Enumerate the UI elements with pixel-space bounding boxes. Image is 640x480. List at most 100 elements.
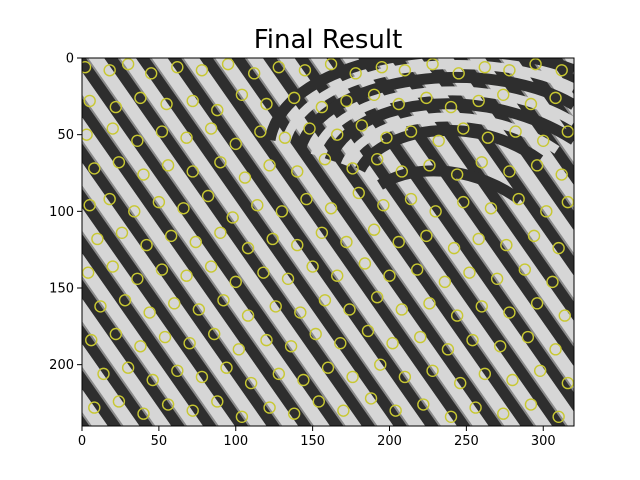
minutia-marker bbox=[346, 162, 359, 175]
minutia-marker bbox=[472, 232, 485, 246]
minutia-marker bbox=[241, 241, 255, 255]
minutia-marker bbox=[88, 401, 101, 414]
minutia-marker bbox=[352, 186, 365, 200]
minutia-marker bbox=[533, 364, 547, 377]
minutia-marker bbox=[306, 260, 319, 273]
minutia-marker bbox=[137, 168, 150, 181]
minutia-marker bbox=[158, 330, 172, 344]
minutia-marker bbox=[134, 91, 147, 105]
minutia-marker bbox=[478, 367, 492, 381]
minutia-marker bbox=[204, 122, 218, 135]
minutia-marker bbox=[284, 340, 298, 353]
minutia-marker bbox=[527, 229, 541, 243]
minutia-marker bbox=[128, 205, 141, 218]
plot-frame bbox=[81, 57, 575, 427]
y-tick-label: 50 bbox=[57, 128, 74, 143]
minutia-marker bbox=[512, 192, 525, 206]
minutia-marker bbox=[82, 61, 92, 74]
minutia-marker bbox=[472, 94, 485, 108]
minutia-marker bbox=[367, 88, 381, 102]
minutia-marker bbox=[229, 275, 242, 289]
minutia-marker bbox=[263, 401, 276, 414]
minutia-marker bbox=[291, 165, 304, 178]
minutia-marker bbox=[88, 162, 101, 175]
y-axis: 0 50 100 150 200 bbox=[49, 52, 82, 373]
minutia-marker bbox=[275, 205, 289, 218]
minutia-marker bbox=[131, 272, 144, 285]
x-tick-label: 250 bbox=[454, 434, 479, 449]
minutia-marker bbox=[183, 337, 196, 350]
minutia-marker bbox=[371, 291, 384, 304]
minutia-marker bbox=[312, 395, 325, 408]
minutia-marker bbox=[364, 392, 378, 405]
minutia-marker bbox=[494, 340, 507, 353]
minutia-marker bbox=[331, 128, 344, 141]
minutia-marker bbox=[497, 88, 510, 102]
minutia-marker bbox=[375, 60, 389, 74]
minutia-marker bbox=[131, 134, 144, 148]
minutia-marker bbox=[537, 134, 550, 148]
x-tick-label: 200 bbox=[377, 434, 402, 449]
minutia-marker bbox=[115, 226, 129, 240]
minutia-marker bbox=[109, 327, 123, 341]
minutia-marker bbox=[171, 60, 184, 74]
minutia-marker bbox=[300, 192, 313, 206]
minutia-marker bbox=[137, 407, 150, 420]
minutia-marker bbox=[106, 122, 119, 135]
minutia-marker bbox=[134, 340, 147, 353]
minutia-marker bbox=[380, 131, 393, 144]
minutia-marker bbox=[530, 159, 544, 172]
minutia-marker bbox=[447, 241, 461, 255]
minutia-marker bbox=[85, 333, 98, 347]
minutia-marker bbox=[549, 343, 562, 356]
minutia-marker bbox=[457, 195, 470, 209]
minutia-marker bbox=[429, 205, 442, 218]
minutia-marker bbox=[552, 410, 565, 423]
minutia-marker bbox=[466, 333, 479, 347]
minutia-marker bbox=[160, 97, 173, 111]
minutia-marker bbox=[469, 401, 482, 414]
minutia-marker bbox=[334, 337, 347, 350]
fingerprint-image bbox=[82, 58, 574, 426]
minutia-marker bbox=[540, 205, 553, 218]
minutia-marker bbox=[269, 300, 282, 313]
minutia-marker bbox=[247, 67, 261, 80]
minutia-marker bbox=[211, 103, 224, 117]
minutia-marker bbox=[358, 257, 372, 270]
minutia-marker bbox=[303, 122, 316, 135]
minutia-marker bbox=[398, 370, 412, 384]
minutia-marker bbox=[103, 64, 116, 77]
minutia-marker bbox=[214, 226, 227, 240]
minutia-marker bbox=[82, 128, 93, 141]
minutia-marker bbox=[221, 58, 235, 71]
minutia-marker bbox=[161, 398, 175, 411]
minutia-marker bbox=[503, 64, 516, 77]
minutia-marker bbox=[392, 97, 405, 111]
y-tick-label: 150 bbox=[49, 282, 74, 297]
y-tick-label: 100 bbox=[49, 205, 74, 220]
minutia-marker bbox=[426, 58, 439, 71]
minutia-marker bbox=[478, 60, 492, 74]
minutia-marker bbox=[561, 376, 574, 390]
minutia-marker bbox=[454, 376, 467, 390]
minutia-marker bbox=[220, 361, 233, 374]
minutia-marker bbox=[426, 364, 439, 377]
minutia-marker bbox=[506, 373, 519, 387]
minutia-marker bbox=[97, 367, 110, 381]
minutia-marker bbox=[450, 168, 464, 181]
minutia-marker bbox=[438, 275, 452, 289]
minutia-marker bbox=[83, 198, 96, 212]
minutia-marker bbox=[260, 97, 273, 111]
minutia-marker bbox=[118, 294, 132, 307]
minutia-marker bbox=[315, 100, 329, 114]
minutia-marker bbox=[432, 134, 445, 148]
minutia-marker bbox=[331, 269, 344, 282]
minutia-marker bbox=[192, 303, 206, 316]
minutia-marker bbox=[530, 297, 544, 310]
minutia-marker bbox=[423, 159, 436, 172]
minutia-marker bbox=[109, 100, 123, 114]
minutia-marker bbox=[217, 294, 230, 307]
minutia-marker bbox=[417, 398, 430, 411]
x-tick-label: 50 bbox=[151, 434, 168, 449]
